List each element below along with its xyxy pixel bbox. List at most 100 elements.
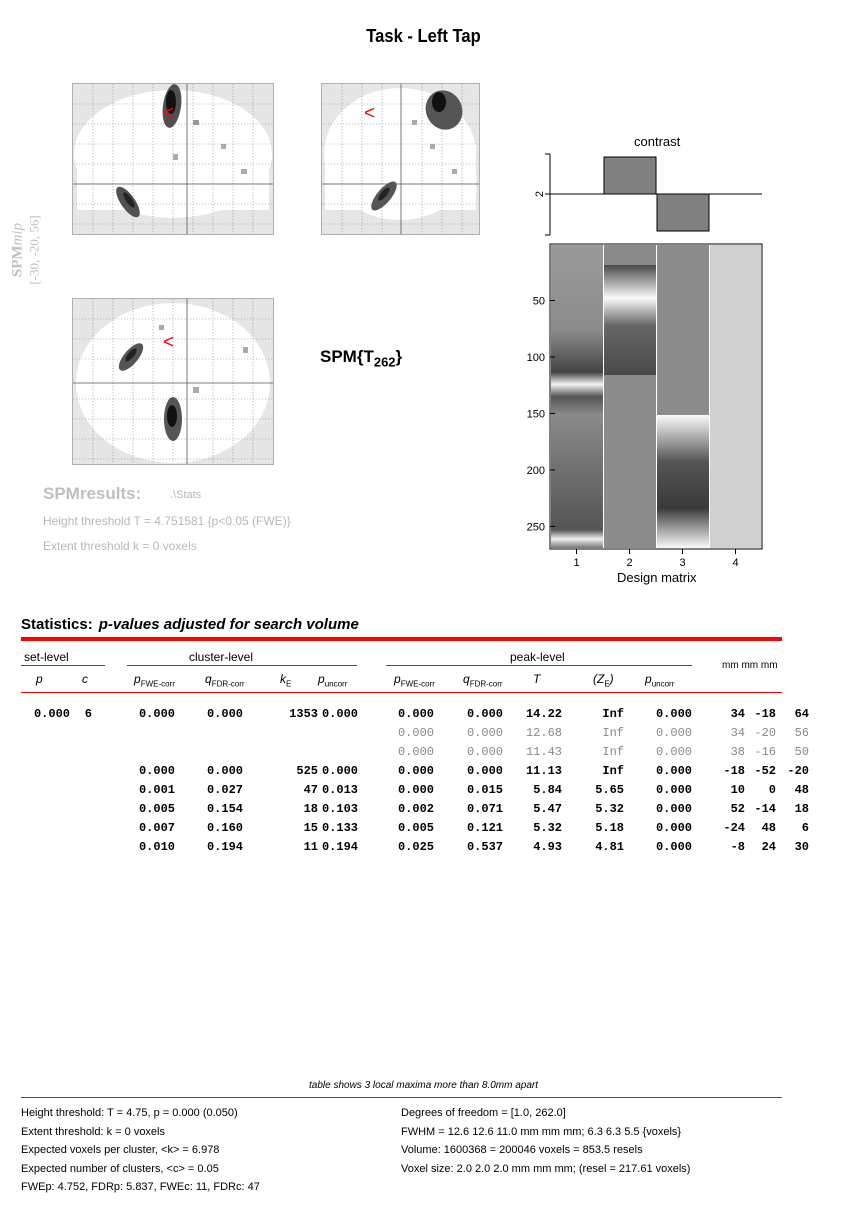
results-directory: .\Stats	[170, 489, 202, 501]
report-title: Task - Left Tap	[366, 26, 481, 46]
cell-peak-qfdr: 0.537	[466, 840, 503, 854]
dm-ytick-label-4: 250	[527, 521, 545, 533]
col-set-p: p	[36, 672, 43, 686]
cell-peak-ze: 5.32	[595, 802, 624, 816]
group-cluster-level: cluster-level	[189, 650, 254, 664]
cell-peak-ze: Inf	[602, 764, 624, 778]
rule-cluster	[127, 665, 357, 666]
cell-x-mm: -18	[723, 764, 745, 778]
statistics-subtitle: p-values adjusted for search volume	[98, 616, 359, 633]
cell-cluster-puncorr: 0.013	[321, 783, 358, 797]
cell-cluster-puncorr: 0.133	[321, 821, 358, 835]
extent-threshold-text: Extent threshold k = 0 voxels	[43, 539, 197, 553]
dm-ytick-label-3: 200	[527, 465, 545, 477]
statistics-rule-header	[21, 692, 782, 693]
cell-peak-t: 12.68	[525, 726, 562, 740]
cell-cluster-ke: 525	[296, 764, 318, 778]
cursor-marker-axial: <	[163, 332, 175, 353]
cell-cluster-pfwe: 0.000	[138, 707, 175, 721]
cell-x-mm: -24	[723, 821, 745, 835]
cell-peak-pfwe: 0.000	[397, 707, 434, 721]
cell-y-mm: -16	[754, 745, 776, 759]
dm-xtick-label-2: 3	[679, 557, 685, 569]
dm-xtick-label-3: 4	[732, 557, 738, 569]
cell-peak-ze: 4.81	[595, 840, 624, 854]
dm-ytick-label-2: 150	[527, 408, 545, 420]
footer-expected-voxels: Expected voxels per cluster, <k> = 6.978	[21, 1144, 220, 1156]
cell-set-p: 0.000	[33, 707, 70, 721]
contrast-title: contrast	[634, 134, 681, 149]
footer-right: Degrees of freedom = [1.0, 262.0] FWHM =…	[401, 1104, 690, 1178]
contrast-bar-3	[656, 193, 710, 232]
cell-peak-ze: Inf	[602, 745, 624, 759]
cell-x-mm: 34	[730, 707, 745, 721]
cell-z-mm: 64	[794, 707, 809, 721]
cell-peak-qfdr: 0.000	[466, 745, 503, 759]
glass-brain-sagittal-drawing	[73, 84, 273, 234]
cell-peak-puncorr: 0.000	[655, 745, 692, 759]
col-peak-puncorr: puncorr	[645, 672, 675, 689]
cell-peak-puncorr: 0.000	[655, 764, 692, 778]
statistic-close: }	[395, 347, 403, 366]
cell-cluster-qfdr: 0.000	[206, 707, 243, 721]
cell-peak-puncorr: 0.000	[655, 726, 692, 740]
cell-y-mm: 48	[761, 821, 776, 835]
cell-x-mm: 52	[730, 802, 745, 816]
mip-label: SPMmip [-30, -20, 56]	[6, 180, 46, 320]
footer-fwhm: FWHM = 12.6 12.6 11.0 mm mm mm; 6.3 6.3 …	[401, 1125, 682, 1138]
statistics-title: Statistics:	[21, 616, 93, 633]
footer-fwe-fdr: FWEp: 4.752, FDRp: 5.837, FWEc: 11, FDRc…	[21, 1181, 260, 1193]
cell-cluster-qfdr: 0.027	[206, 783, 243, 797]
cell-peak-ze: 5.18	[595, 821, 624, 835]
cell-peak-qfdr: 0.071	[466, 802, 503, 816]
cell-y-mm: -14	[754, 802, 776, 816]
cell-peak-pfwe: 0.000	[397, 764, 434, 778]
col-cluster-ke: kE	[280, 672, 292, 689]
contrast-bar-2	[603, 156, 657, 195]
col-cluster-qfdr: qFDR-corr	[205, 672, 245, 689]
col-set-c: c	[82, 672, 88, 686]
cell-peak-pfwe: 0.025	[397, 840, 434, 854]
table-footnote: table shows 3 local maxima more than 8.0…	[309, 1080, 538, 1091]
cell-cluster-qfdr: 0.154	[206, 802, 243, 816]
cell-cluster-puncorr: 0.000	[321, 764, 358, 778]
design-matrix-xlabel: Design matrix	[617, 570, 697, 585]
rule-peak	[386, 665, 692, 666]
footer-expected-clusters: Expected number of clusters, <c> = 0.05	[21, 1162, 219, 1175]
glass-brain-sagittal	[72, 83, 274, 235]
footer-left: Height threshold: T = 4.75, p = 0.000 (0…	[21, 1104, 260, 1197]
statistic-label: SPM{T262}	[320, 347, 402, 369]
mip-label-spm: SPM	[9, 245, 26, 278]
cell-cluster-qfdr: 0.160	[206, 821, 243, 835]
footer-rule	[21, 1097, 782, 1098]
cell-cluster-puncorr: 0.103	[321, 802, 358, 816]
cell-cluster-qfdr: 0.000	[206, 764, 243, 778]
group-set-level: set-level	[24, 650, 69, 664]
cell-peak-qfdr: 0.000	[466, 707, 503, 721]
cell-cluster-pfwe: 0.001	[138, 783, 175, 797]
cell-peak-qfdr: 0.121	[466, 821, 503, 835]
cell-x-mm: -8	[730, 840, 745, 854]
height-threshold-text: Height threshold T = 4.751581 {p<0.05 (F…	[43, 514, 291, 528]
cell-x-mm: 34	[730, 726, 745, 740]
statistics-rule-top	[21, 637, 782, 641]
cell-peak-ze: Inf	[602, 707, 624, 721]
footer-extent-threshold: Extent threshold: k = 0 voxels	[21, 1125, 165, 1138]
cell-z-mm: -20	[787, 764, 809, 778]
cell-cluster-puncorr: 0.000	[321, 707, 358, 721]
cell-y-mm: -20	[754, 726, 776, 740]
contrast-plot: 2	[534, 153, 762, 236]
dm-xtick-label-1: 2	[626, 557, 632, 569]
cell-peak-t: 14.22	[525, 707, 562, 721]
statistic-main: SPM{T	[320, 347, 374, 366]
cell-peak-ze: Inf	[602, 726, 624, 740]
col-cluster-pfwe: pFWE-corr	[134, 672, 175, 689]
cursor-marker-coronal: <	[364, 103, 376, 124]
cell-cluster-pfwe: 0.005	[138, 802, 175, 816]
statistics-heading: Statistics: p-values adjusted for search …	[21, 616, 359, 633]
footer-dof: Degrees of freedom = [1.0, 262.0]	[401, 1107, 566, 1119]
cell-peak-pfwe: 0.000	[397, 745, 434, 759]
mip-label-mip: mip	[9, 222, 26, 246]
cell-y-mm: -18	[754, 707, 776, 721]
cell-peak-qfdr: 0.015	[466, 783, 503, 797]
